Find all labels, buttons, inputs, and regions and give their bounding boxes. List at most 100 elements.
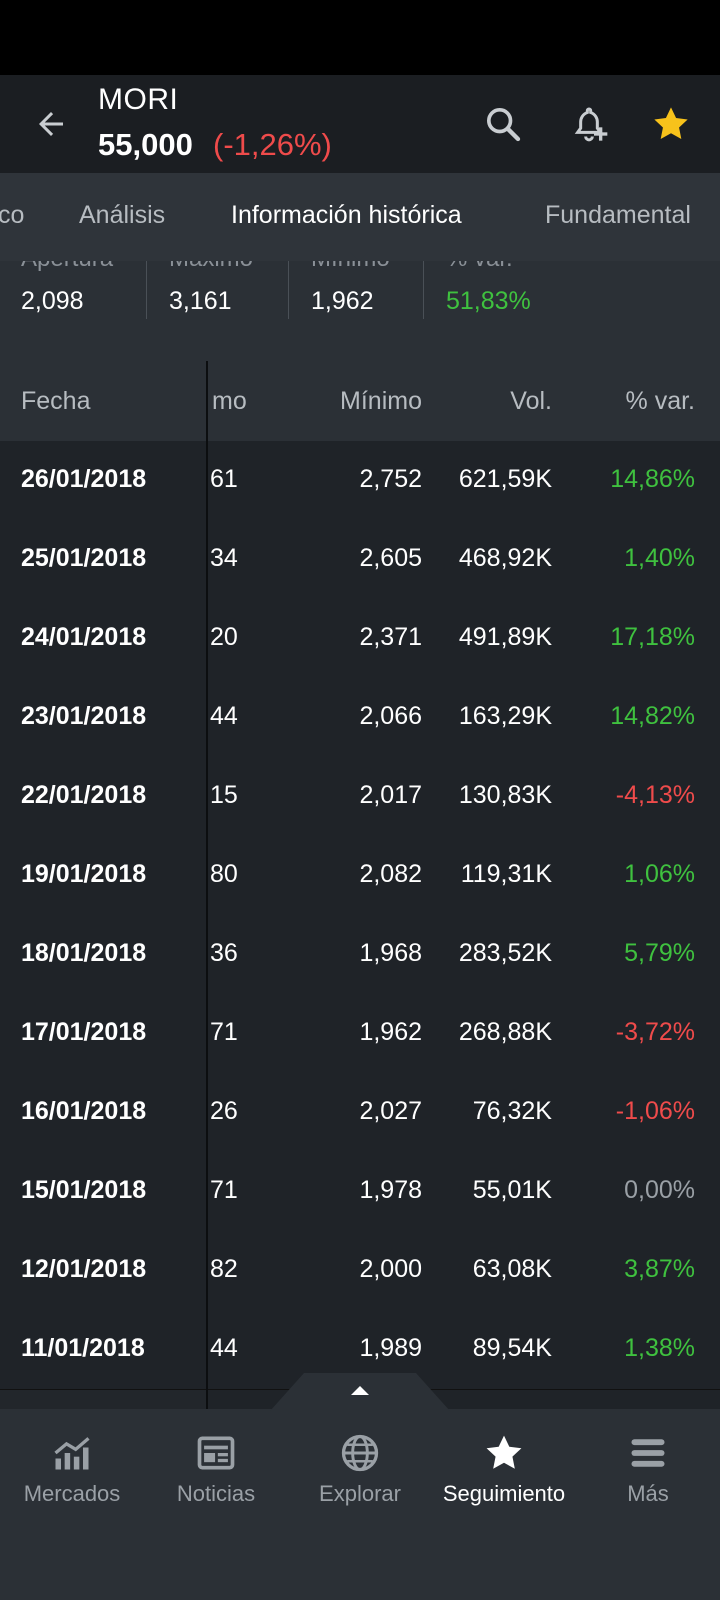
search-icon [487,108,521,142]
row-date: 16/01/2018 [21,1097,147,1125]
table-row[interactable]: 15/01/2018 71 1,978 55,01K 0,00% [0,1152,720,1232]
summary-label: Apertura [21,261,113,273]
historical-table[interactable]: 26/01/2018 61 2,752 621,59K 14,86% 25/01/2018… [0,441,720,1409]
table-row[interactable]: 19/01/2018 80 2,082 119,31K 1,06% [0,836,720,916]
row-date: 25/01/2018 [21,544,147,572]
row-high: 71 [210,1176,238,1204]
nav-news[interactable]: Noticias [144,1431,288,1507]
row-low: 2,017 [359,781,422,809]
add-alert-button[interactable] [562,97,616,151]
markets-chart-icon [54,1437,90,1470]
column-header-date[interactable]: Fecha [21,387,91,415]
row-low: 2,605 [359,544,422,572]
row-date: 19/01/2018 [21,860,147,888]
back-button[interactable] [26,99,76,149]
row-date: 24/01/2018 [21,623,147,651]
row-change: 3,87% [624,1255,695,1283]
bell-plus-icon [574,107,608,142]
status-bar [0,0,720,75]
column-header-low[interactable]: Mínimo [340,387,422,415]
summary-label: Máximo [169,261,253,273]
nav-more[interactable]: Más [576,1431,720,1507]
table-row[interactable]: 17/01/2018 71 1,962 268,88K -3,72% [0,994,720,1074]
tab-overview[interactable]: co [0,201,25,229]
row-change: 0,00% [624,1176,695,1204]
row-volume: 76,32K [472,1097,552,1125]
table-row[interactable]: 26/01/2018 61 2,752 621,59K 14,86% [0,441,720,521]
column-header-high[interactable]: mo [212,387,247,415]
summary-value: 51,83% [446,287,531,315]
search-button[interactable] [476,97,530,151]
row-volume: 163,29K [458,702,552,730]
summary-label: Mínimo [311,261,390,273]
row-change: 5,79% [624,939,695,967]
row-high: 34 [210,544,238,572]
row-low: 2,066 [359,702,422,730]
row-high: 71 [210,1018,238,1046]
row-volume: 268,88K [458,1018,552,1046]
nav-markets[interactable]: Mercados [0,1431,144,1507]
table-row[interactable]: 25/01/2018 34 2,605 468,92K 1,40% [0,520,720,600]
favorite-button[interactable] [644,97,698,151]
row-high: 26 [210,1097,238,1125]
nav-label: Explorar [319,1481,401,1506]
row-volume: 89,54K [472,1334,552,1362]
row-date: 22/01/2018 [21,781,147,809]
row-high: 15 [210,781,238,809]
bottom-navigation: Mercados Noticias Explorar Seguimiento [0,1409,720,1600]
summary-label: % var. [446,261,513,273]
table-row[interactable]: 23/01/2018 44 2,066 163,29K 14,82% [0,678,720,758]
tab-fundamental[interactable]: Fundamental [545,201,691,229]
tab-analysis[interactable]: Análisis [79,201,166,229]
table-header: Fecha mo Mínimo Vol. % var. [0,361,720,442]
table-row[interactable]: 16/01/2018 26 2,027 76,32K -1,06% [0,1073,720,1153]
summary-value: 1,962 [311,287,374,315]
table-row[interactable]: 18/01/2018 36 1,968 283,52K 5,79% [0,915,720,995]
row-volume: 621,59K [458,465,552,493]
summary-value: 3,161 [169,287,232,315]
row-low: 2,082 [359,860,422,888]
row-volume: 55,01K [472,1176,552,1204]
app-header: MORI 55,000 (-1,26%) [0,75,720,173]
row-volume: 468,92K [458,544,552,572]
row-change: -1,06% [615,1097,695,1125]
row-high: 44 [210,702,238,730]
table-row[interactable]: 12/01/2018 82 2,000 63,08K 3,87% [0,1231,720,1311]
tab-historical[interactable]: Información histórica [231,201,462,229]
expand-panel-button[interactable] [270,1371,450,1411]
row-change: 17,18% [610,623,695,651]
table-row[interactable]: 24/01/2018 20 2,371 491,89K 17,18% [0,599,720,679]
table-row[interactable]: 22/01/2018 15 2,017 130,83K -4,13% [0,757,720,837]
row-date: 11/01/2018 [21,1334,145,1362]
summary-divider [423,261,424,319]
news-icon [197,1436,235,1470]
row-volume: 63,08K [472,1255,552,1283]
back-arrow-icon [39,112,63,136]
row-volume: 283,52K [458,939,552,967]
row-change: -4,13% [615,781,695,809]
globe-icon [341,1434,379,1472]
row-high: 20 [210,623,238,651]
ticker-symbol: MORI [98,83,179,116]
row-change: 14,86% [610,465,695,493]
column-header-change[interactable]: % var. [625,387,695,415]
row-low: 1,989 [359,1334,422,1362]
row-volume: 130,83K [458,781,552,809]
nav-label: Noticias [176,1481,256,1506]
nav-watchlist[interactable]: Seguimiento [432,1431,576,1507]
row-high: 61 [210,465,238,493]
period-summary: Apertura 2,098 Máximo 3,161 Mínimo 1,962… [0,261,720,361]
row-date: 26/01/2018 [21,465,147,493]
nav-explore[interactable]: Explorar [288,1431,432,1507]
menu-icon [631,1439,665,1467]
row-low: 2,371 [359,623,422,651]
row-low: 1,978 [359,1176,422,1204]
row-date: 12/01/2018 [21,1255,147,1283]
row-low: 2,752 [359,465,422,493]
column-header-volume[interactable]: Vol. [510,387,552,415]
row-date: 15/01/2018 [21,1176,147,1204]
nav-label: Más [627,1481,669,1506]
price-change: (-1,26%) [213,127,332,162]
row-high: 36 [210,939,238,967]
row-low: 1,962 [359,1018,422,1046]
